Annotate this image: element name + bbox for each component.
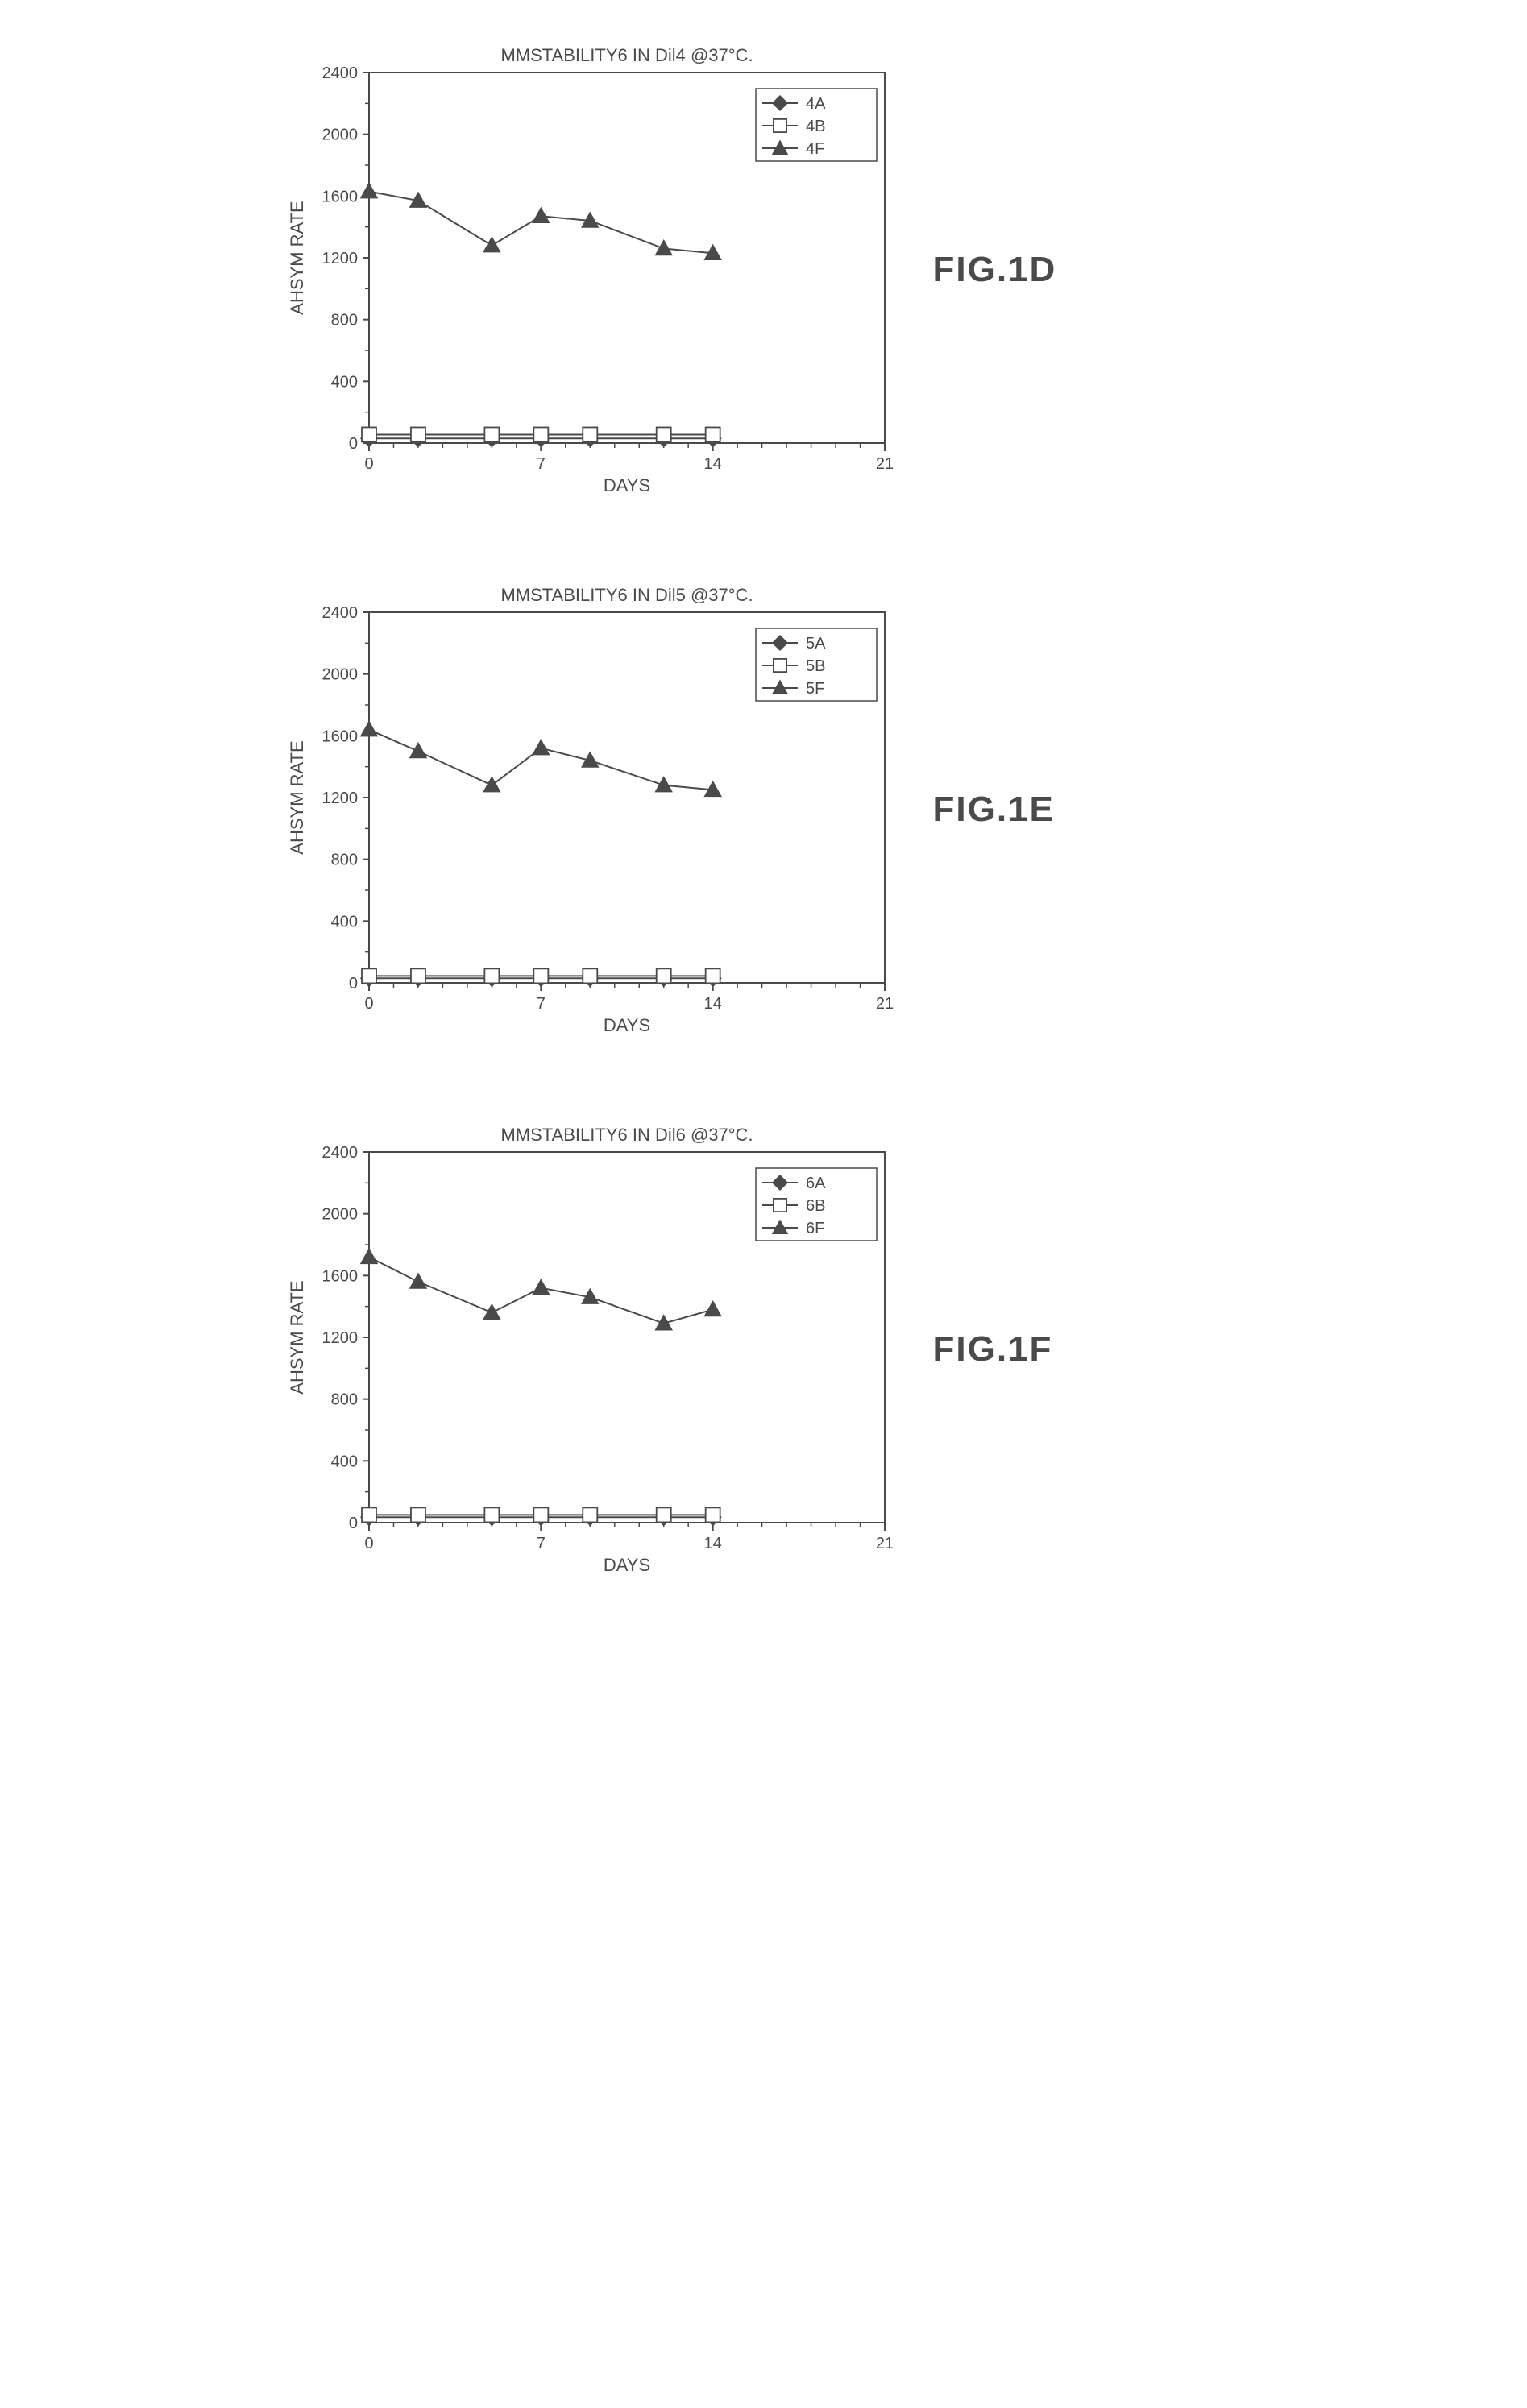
legend-label: 4A — [806, 95, 826, 113]
x-axis-label: DAYS — [603, 1555, 649, 1575]
chart-e: MMSTABILITY6 IN Dil5 @37°C. 0 400 800 1200 16… — [280, 572, 901, 1047]
chart-row-f: MMSTABILITY6 IN Dil6 @37°C. 0 400 800 1200 16… — [280, 1112, 1247, 1587]
x-tick-label: 21 — [875, 1535, 893, 1552]
figure-label: FIG.1E — [933, 790, 1055, 830]
x-tick-label: 0 — [364, 455, 373, 473]
chart-title: MMSTABILITY6 IN Dil6 @37°C. — [500, 1125, 753, 1145]
x-axis-label: DAYS — [603, 1015, 649, 1035]
chart-f: MMSTABILITY6 IN Dil6 @37°C. 0 400 800 1200 16… — [280, 1112, 901, 1587]
legend-label: 4F — [806, 140, 824, 158]
x-tick-label: 14 — [703, 455, 721, 473]
y-tick-label: 2400 — [322, 604, 358, 622]
y-tick-label: 1600 — [322, 1267, 358, 1285]
y-tick-label: 1200 — [322, 250, 358, 267]
y-tick-label: 1600 — [322, 188, 358, 205]
figure-label: FIG.1F — [933, 1329, 1053, 1370]
chart-wrap: MMSTABILITY6 IN Dil6 @37°C. 0 400 800 1200 16… — [280, 1112, 901, 1587]
y-tick-label: 1200 — [322, 790, 358, 807]
y-axis-label: AHSYM RATE — [287, 201, 307, 314]
x-tick-label: 7 — [536, 455, 545, 473]
y-tick-label: 0 — [348, 435, 357, 453]
y-tick-label: 1200 — [322, 1329, 358, 1347]
y-tick-label: 0 — [348, 1515, 357, 1532]
x-tick-label: 7 — [536, 1535, 545, 1552]
y-tick-label: 2000 — [322, 126, 358, 144]
chart-wrap: MMSTABILITY6 IN Dil4 @37°C. 0 400 800 1200 16… — [280, 32, 901, 508]
legend-label: 5F — [806, 680, 824, 698]
y-axis-label: AHSYM RATE — [287, 1280, 307, 1394]
y-tick-label: 800 — [330, 1391, 357, 1409]
y-tick-label: 0 — [348, 975, 357, 993]
x-tick-label: 7 — [536, 995, 545, 1013]
x-tick-label: 14 — [703, 1535, 721, 1552]
y-tick-label: 2400 — [322, 1144, 358, 1162]
chart-title: MMSTABILITY6 IN Dil4 @37°C. — [500, 45, 753, 65]
legend-label: 6A — [806, 1175, 826, 1192]
y-tick-label: 2000 — [322, 1206, 358, 1224]
x-tick-label: 21 — [875, 455, 893, 473]
x-tick-label: 21 — [875, 995, 893, 1013]
y-tick-label: 2000 — [322, 666, 358, 684]
chart-d: MMSTABILITY6 IN Dil4 @37°C. 0 400 800 1200 16… — [280, 32, 901, 508]
legend-label: 5B — [806, 657, 825, 675]
y-axis-label: AHSYM RATE — [287, 740, 307, 854]
legend-label: 6B — [806, 1197, 825, 1215]
x-tick-label: 0 — [364, 1535, 373, 1552]
chart-row-d: MMSTABILITY6 IN Dil4 @37°C. 0 400 800 1200 16… — [280, 32, 1247, 508]
chart-title: MMSTABILITY6 IN Dil5 @37°C. — [500, 585, 753, 605]
x-axis-label: DAYS — [603, 475, 649, 495]
chart-wrap: MMSTABILITY6 IN Dil5 @37°C. 0 400 800 1200 16… — [280, 572, 901, 1047]
x-tick-label: 14 — [703, 995, 721, 1013]
legend-label: 4B — [806, 118, 825, 135]
x-tick-label: 0 — [364, 995, 373, 1013]
y-tick-label: 2400 — [322, 64, 358, 82]
y-tick-label: 800 — [330, 852, 357, 869]
legend-label: 5A — [806, 635, 826, 653]
legend-label: 6F — [806, 1220, 824, 1237]
chart-row-e: MMSTABILITY6 IN Dil5 @37°C. 0 400 800 1200 16… — [280, 572, 1247, 1047]
y-tick-label: 1600 — [322, 727, 358, 745]
y-tick-label: 800 — [330, 312, 357, 329]
y-tick-label: 400 — [330, 1453, 357, 1470]
y-tick-label: 400 — [330, 373, 357, 391]
y-tick-label: 400 — [330, 913, 357, 930]
figure-label: FIG.1D — [933, 250, 1057, 290]
